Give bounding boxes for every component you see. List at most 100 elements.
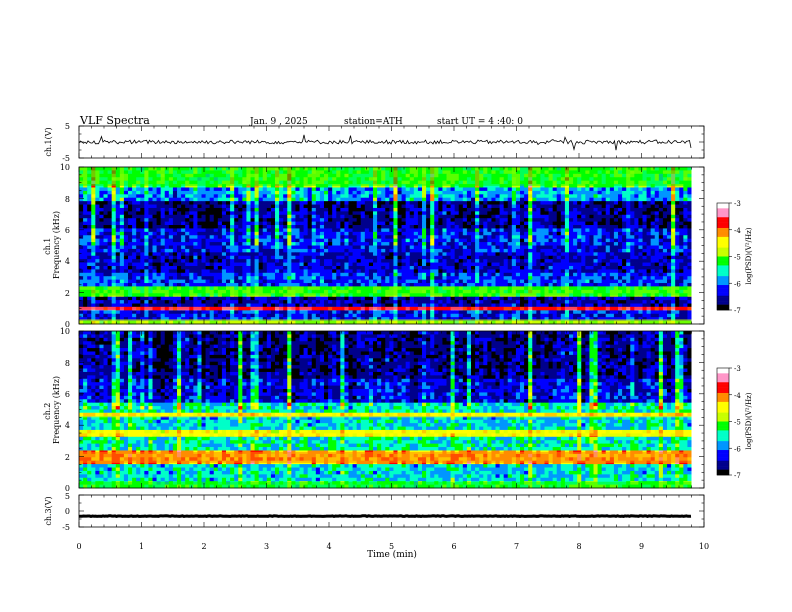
ch1-spectrogram-cell <box>577 248 582 253</box>
ch1-spectrogram-cell <box>164 248 170 253</box>
ch1-spectrogram-cell <box>238 187 243 192</box>
ch1-spectrogram-cell <box>242 265 247 270</box>
ch1-spectrogram-cell <box>626 194 631 199</box>
ch1-spectrogram-cell <box>503 228 509 233</box>
ch1-spectrogram-cell <box>450 211 456 216</box>
ch1-spectrogram-cell <box>140 221 145 226</box>
ch1-spectrogram-cell <box>417 262 423 267</box>
ch1-spectrogram-cell <box>597 255 603 260</box>
ch1-spectrogram-cell <box>658 221 664 226</box>
ch1-spectrogram-cell <box>226 265 231 270</box>
ch1-spectrogram-cell <box>671 272 676 277</box>
ch1-spectrogram-cell <box>299 276 304 281</box>
ch1-spectrogram-cell <box>107 184 113 188</box>
ch1-spectrogram-cell <box>275 235 280 240</box>
ch1-spectrogram-cell <box>381 201 386 205</box>
ch1-spectrogram-cell <box>336 204 341 209</box>
ch1-spectrogram-cell <box>303 235 309 240</box>
ch1-spectrogram-cell <box>524 221 529 226</box>
ch1-spectrogram-cell <box>356 201 362 205</box>
ch1-spectrogram-cell <box>385 238 390 243</box>
ch1-spectrogram-cell <box>569 204 574 209</box>
ch1-spectrogram-cell <box>213 207 219 212</box>
ch1-spectrogram-cell <box>393 187 398 192</box>
ch1-spectrogram-cell <box>381 184 386 188</box>
ch1-spectrogram-cell <box>185 276 190 281</box>
ch1-spectrogram-cell <box>573 242 578 246</box>
ch1-spectrogram-cell <box>601 276 607 281</box>
ch1-spectrogram-cell <box>385 214 390 219</box>
ch1-spectrogram-cell <box>458 245 464 250</box>
ch1-spectrogram-cell <box>368 238 374 243</box>
ch1-spectrogram-cell <box>291 231 296 236</box>
ch1-spectrogram-cell <box>393 218 398 223</box>
ch1-spectrogram-cell <box>340 255 345 260</box>
ch1-spectrogram-cell <box>426 207 431 212</box>
ch1-spectrogram-cell <box>422 265 427 270</box>
ch1-spectrogram-cell <box>266 235 272 240</box>
ch1-spectrogram-cell <box>658 245 664 250</box>
ch1-spectrogram-cell <box>503 187 509 192</box>
ch1-spectrogram-cell <box>381 269 386 274</box>
ch1-spectrogram-cell <box>136 225 141 229</box>
ch1-spectrogram-cell <box>609 272 615 277</box>
ch1-spectrogram-cell <box>99 252 104 257</box>
ch1-spectrogram-cell <box>221 235 227 240</box>
ch1-spectrogram-cell <box>462 190 468 195</box>
ch1-spectrogram-cell <box>160 269 166 274</box>
ch1-spectrogram-cell <box>650 201 656 205</box>
ch1-spectrogram-cell <box>197 269 202 274</box>
ch1-spectrogram-cell <box>148 231 153 236</box>
ch1-spectrogram-cell <box>511 184 517 188</box>
ch1-spectrogram-cell <box>258 276 264 281</box>
ch1-spectrogram-cell <box>230 184 235 188</box>
ch1-spectrogram-cell <box>332 242 337 246</box>
ch1-spectrogram-cell <box>573 228 578 233</box>
ch1-spectrogram-cell <box>291 272 296 277</box>
ch1-spectrogram-cell <box>405 194 411 199</box>
ch1-spectrogram-cell <box>303 272 309 277</box>
ch1-spectrogram-cell <box>630 269 635 274</box>
ch1-spectrogram-cell <box>193 187 198 192</box>
ch1-spectrogram-cell <box>650 259 656 263</box>
ch1-spectrogram-cell <box>91 259 96 263</box>
ch1-spectrogram-cell <box>295 211 300 216</box>
ch1-spectrogram-cell <box>344 194 349 199</box>
ch1-spectrogram-cell <box>197 190 202 195</box>
ch1-spectrogram-cell <box>552 194 558 199</box>
ch1-spectrogram-cell <box>385 221 390 226</box>
ch1-spectrogram-cell <box>148 259 153 263</box>
ch1-spectrogram-cell <box>172 242 178 246</box>
ch1-spectrogram-cell <box>556 265 562 270</box>
ch1-spectrogram-cell <box>544 201 549 205</box>
ch1-spectrogram-cell <box>622 207 627 212</box>
ch1-spectrogram-cell <box>622 197 627 202</box>
ch1-spectrogram-cell <box>307 252 313 257</box>
ch1-spectrogram-cell <box>230 194 235 199</box>
ch1-spectrogram-cell <box>462 252 468 257</box>
ch1-spectrogram-cell <box>622 262 627 267</box>
ch1-spectrogram-cell <box>340 245 345 250</box>
ch1-spectrogram-cell <box>454 184 460 188</box>
ch1-spectrogram-cell <box>136 187 141 192</box>
ch1-spectrogram-cell <box>181 242 186 246</box>
ch1-spectrogram-cell <box>446 201 451 205</box>
ch1-spectrogram-cell <box>209 204 215 209</box>
ch1-spectrogram-cell <box>311 214 317 219</box>
ch1-spectrogram-cell <box>168 184 174 188</box>
ch1-spectrogram-cell <box>536 228 541 233</box>
ch1-spectrogram-cell <box>217 187 223 192</box>
ch1-spectrogram-cell <box>520 204 525 209</box>
ch1-spectrogram-cell <box>540 187 545 192</box>
ch1-spectrogram-cell <box>246 194 251 199</box>
ch1-spectrogram-cell <box>275 231 280 236</box>
ch1-spectrogram-cell <box>622 184 627 188</box>
ch1-spectrogram-cell <box>83 204 88 209</box>
ch1-spectrogram-cell <box>262 262 268 267</box>
ch1-spectrogram-cell <box>119 279 125 284</box>
ch1-spectrogram-cell <box>630 187 635 192</box>
ch1-spectrogram-cell <box>458 187 464 192</box>
ch1-spectrogram-cell <box>319 262 325 267</box>
ch1-spectrogram-cell <box>197 194 202 199</box>
ch1-spectrogram-cell <box>442 225 447 229</box>
